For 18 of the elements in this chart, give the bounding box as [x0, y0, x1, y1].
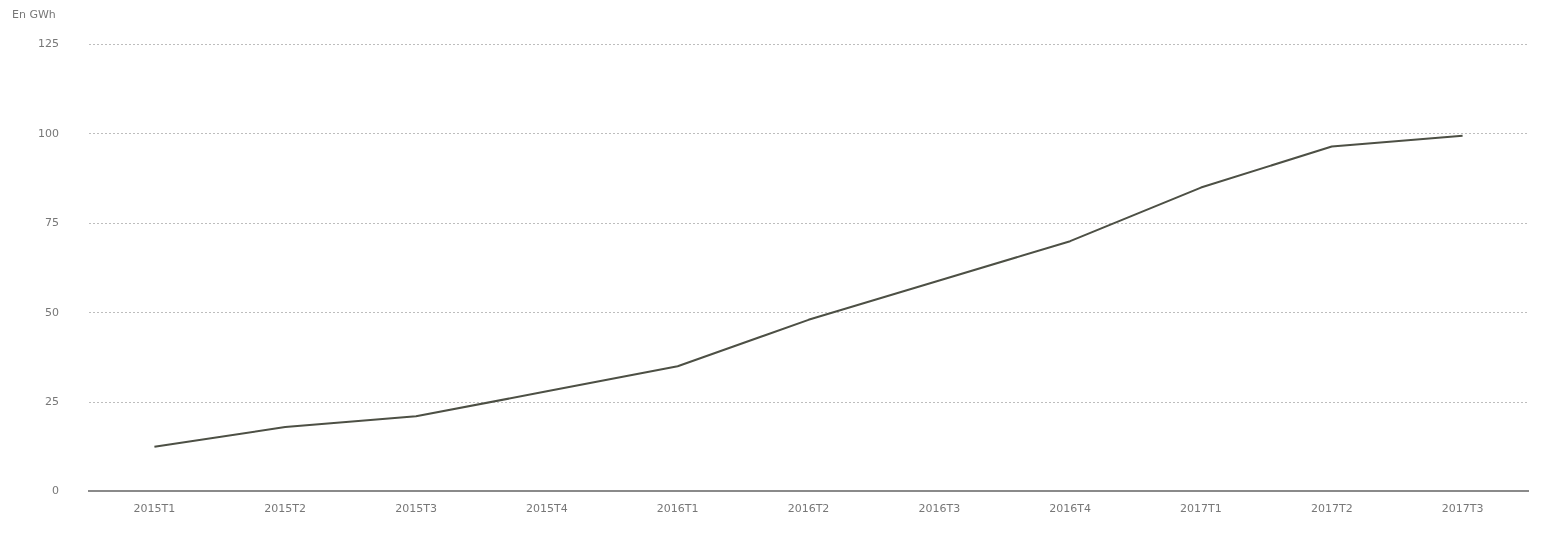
x-tick-label: 2017T1: [1180, 501, 1222, 515]
y-tick-label: 100: [38, 126, 59, 140]
x-tick-label: 2016T1: [656, 501, 699, 515]
y-tick-label: 50: [45, 305, 59, 319]
y-axis-title: En GWh: [12, 8, 56, 22]
x-tick-label: 2015T1: [133, 501, 176, 515]
x-tick-label: 2016T3: [918, 501, 961, 515]
x-tick-label: 2016T2: [787, 501, 830, 515]
x-tick-label: 2016T4: [1049, 501, 1091, 515]
x-tick-label: 2017T3: [1441, 501, 1484, 515]
x-tick-label: 2017T2: [1310, 501, 1353, 515]
y-tick-label: 125: [38, 37, 59, 51]
y-tick-label: 0: [52, 484, 59, 498]
x-tick-label: 2015T4: [526, 501, 568, 515]
y-tick-label: 75: [45, 216, 59, 230]
x-tick-label: 2015T2: [264, 501, 307, 515]
x-tick-label: 2015T3: [395, 501, 437, 515]
y-tick-label: 25: [45, 394, 59, 408]
